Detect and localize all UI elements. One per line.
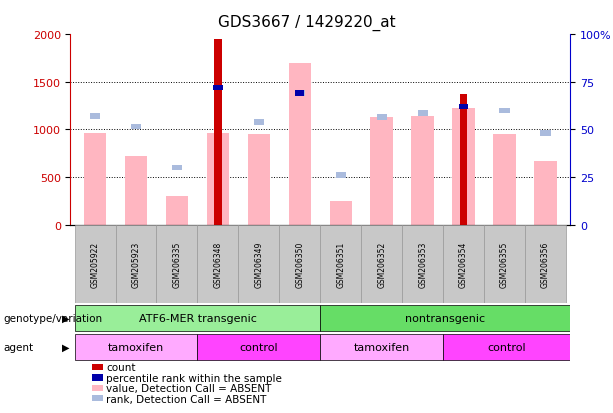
Text: rank, Detection Call = ABSENT: rank, Detection Call = ABSENT — [106, 394, 267, 404]
Text: GSM206354: GSM206354 — [459, 241, 468, 287]
Bar — [321, 305, 570, 331]
Text: GSM206348: GSM206348 — [213, 241, 223, 287]
Bar — [238, 225, 280, 304]
Text: control: control — [487, 342, 526, 352]
Text: GSM206351: GSM206351 — [337, 241, 345, 287]
Bar — [197, 334, 321, 360]
Text: GSM206356: GSM206356 — [541, 241, 550, 287]
Bar — [417, 111, 428, 117]
Text: GSM206350: GSM206350 — [295, 241, 304, 287]
Bar — [411, 117, 434, 225]
Bar — [541, 131, 550, 137]
Bar — [254, 120, 264, 126]
Bar — [295, 91, 305, 97]
Bar — [321, 225, 361, 304]
Text: nontransgenic: nontransgenic — [405, 313, 485, 323]
Bar — [443, 334, 570, 360]
Bar — [402, 225, 443, 304]
Text: GSM205923: GSM205923 — [132, 241, 140, 287]
Bar — [370, 118, 393, 225]
Text: ATF6-MER transgenic: ATF6-MER transgenic — [139, 313, 256, 323]
Text: ▶: ▶ — [63, 313, 70, 323]
Text: agent: agent — [3, 342, 33, 352]
Text: GDS3667 / 1429220_at: GDS3667 / 1429220_at — [218, 14, 395, 31]
Bar — [214, 40, 222, 225]
Bar — [131, 124, 141, 130]
Bar — [75, 225, 115, 304]
Text: count: count — [106, 363, 135, 373]
Bar — [493, 135, 516, 225]
Bar — [125, 157, 147, 225]
Bar — [459, 104, 468, 110]
Bar — [248, 135, 270, 225]
Bar — [90, 114, 100, 120]
Bar — [280, 225, 321, 304]
Bar — [330, 201, 352, 225]
Bar — [115, 225, 156, 304]
Bar — [172, 165, 182, 171]
Text: GSM206355: GSM206355 — [500, 241, 509, 287]
Text: GSM206335: GSM206335 — [172, 241, 181, 287]
Bar — [289, 64, 311, 225]
Text: GSM205922: GSM205922 — [91, 241, 99, 287]
Text: GSM206353: GSM206353 — [418, 241, 427, 287]
Text: tamoxifen: tamoxifen — [354, 342, 410, 352]
Bar — [156, 225, 197, 304]
Bar — [361, 225, 402, 304]
Text: value, Detection Call = ABSENT: value, Detection Call = ABSENT — [106, 383, 272, 393]
Bar — [84, 134, 106, 225]
Bar — [321, 334, 443, 360]
Bar — [213, 85, 223, 91]
Bar — [500, 108, 509, 114]
Bar — [336, 173, 346, 178]
Bar — [443, 225, 484, 304]
Bar — [75, 305, 321, 331]
Text: tamoxifen: tamoxifen — [108, 342, 164, 352]
Bar — [484, 225, 525, 304]
Text: GSM206349: GSM206349 — [254, 241, 264, 287]
Bar — [207, 134, 229, 225]
Bar — [166, 197, 188, 225]
Bar — [535, 161, 557, 225]
Bar — [197, 225, 238, 304]
Text: GSM206352: GSM206352 — [377, 241, 386, 287]
Bar — [75, 334, 197, 360]
Bar — [376, 115, 387, 121]
Bar — [460, 95, 467, 225]
Text: control: control — [240, 342, 278, 352]
Bar — [525, 225, 566, 304]
Text: genotype/variation: genotype/variation — [3, 313, 102, 323]
Bar — [452, 109, 475, 225]
Text: percentile rank within the sample: percentile rank within the sample — [106, 373, 282, 383]
Bar — [295, 91, 305, 97]
Text: ▶: ▶ — [63, 342, 70, 352]
